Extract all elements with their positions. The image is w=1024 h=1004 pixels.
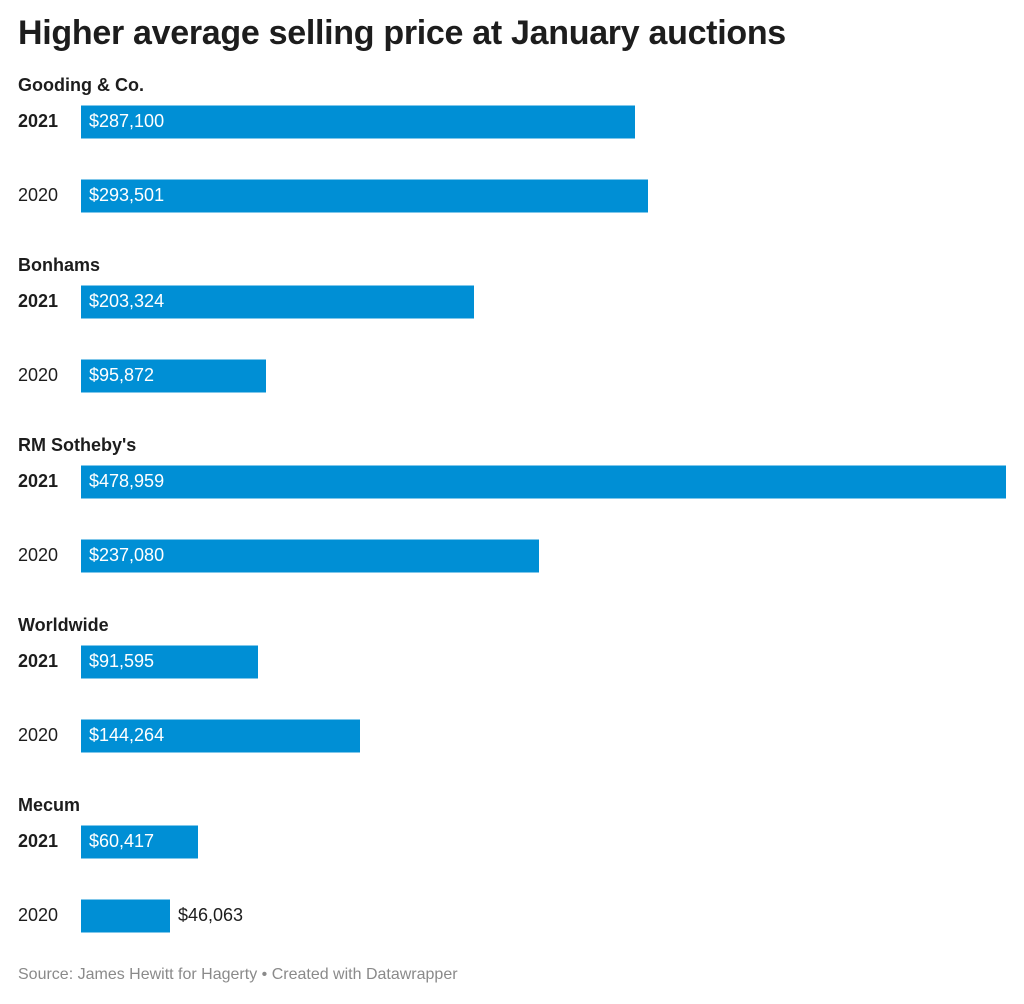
value-label: $203,324 — [89, 291, 164, 311]
source-note: Source: James Hewitt for Hagerty • Creat… — [18, 966, 458, 983]
year-label: 2021 — [18, 111, 58, 131]
value-label: $293,501 — [89, 185, 164, 205]
bar — [81, 285, 474, 319]
year-label: 2020 — [18, 545, 58, 565]
group-label: Gooding & Co. — [18, 75, 144, 95]
year-label: 2021 — [18, 651, 58, 671]
year-label: 2020 — [18, 185, 58, 205]
year-label: 2020 — [18, 365, 58, 385]
bar — [81, 899, 170, 933]
value-label: $60,417 — [89, 831, 154, 851]
year-label: 2020 — [18, 725, 58, 745]
year-label: 2020 — [18, 905, 58, 925]
value-label: $144,264 — [89, 725, 164, 745]
year-label: 2021 — [18, 831, 58, 851]
bar — [81, 105, 635, 139]
bar — [81, 825, 198, 859]
group-label: Mecum — [18, 795, 80, 815]
bar — [81, 359, 266, 393]
value-label: $95,872 — [89, 365, 154, 385]
chart-title: Higher average selling price at January … — [18, 14, 786, 52]
value-label: $478,959 — [89, 471, 164, 491]
group-label: Worldwide — [18, 615, 109, 635]
bar — [81, 539, 539, 573]
value-label: $237,080 — [89, 545, 164, 565]
bar — [81, 645, 258, 679]
bar — [81, 179, 648, 213]
group-label: RM Sotheby's — [18, 435, 136, 455]
value-label: $91,595 — [89, 651, 154, 671]
value-label: $46,063 — [178, 905, 243, 925]
value-label: $287,100 — [89, 111, 164, 131]
year-label: 2021 — [18, 471, 58, 491]
bar — [81, 719, 360, 753]
bar — [81, 465, 1006, 499]
year-label: 2021 — [18, 291, 58, 311]
group-label: Bonhams — [18, 255, 100, 275]
